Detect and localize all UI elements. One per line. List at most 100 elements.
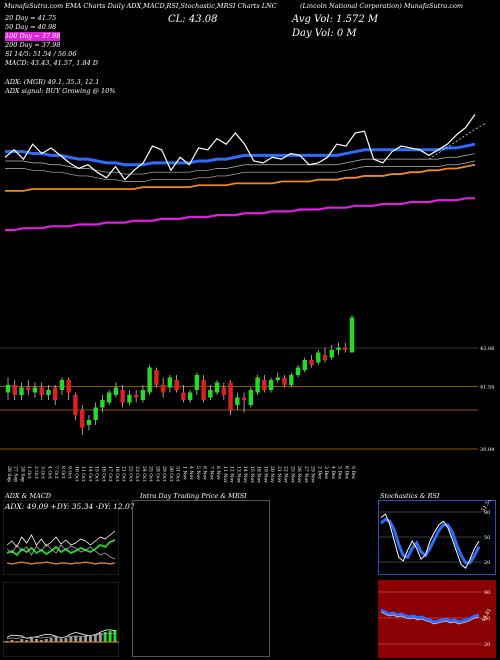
candle <box>309 355 314 368</box>
macd-bar <box>88 635 92 642</box>
adx-line <box>6 539 116 557</box>
date-tick: 4 Oct <box>46 466 52 479</box>
date-tick: 25 Oct <box>148 466 154 482</box>
rsi-tick: 50 <box>484 616 490 622</box>
day-volume: Day Vol: 0 M <box>292 28 357 39</box>
date-tick: 19 Nov <box>262 466 268 483</box>
candle <box>295 365 301 378</box>
candle <box>79 405 85 435</box>
adx-macd-title: ADX & MACD <box>5 492 51 500</box>
candle <box>19 382 24 400</box>
candle <box>140 385 146 403</box>
candle <box>235 392 240 410</box>
date-tick: 28 Sep <box>19 466 25 482</box>
candle <box>46 385 51 400</box>
candle <box>39 382 44 400</box>
macd-bar <box>84 636 88 642</box>
ema-aux-line-1 <box>5 160 476 182</box>
macd-bar <box>34 639 38 642</box>
date-tick: 15 Nov <box>249 466 255 483</box>
macd-bar <box>49 638 53 642</box>
date-tick: 13 Nov <box>235 466 241 483</box>
macd-bar <box>39 640 43 642</box>
minus-di-line <box>6 543 116 560</box>
date-tick: 5 Nov <box>195 466 201 480</box>
candle <box>127 390 132 405</box>
adx-base-line <box>6 561 116 565</box>
candle <box>59 377 65 395</box>
candle <box>86 415 92 430</box>
macd-bar <box>113 630 117 642</box>
plus-di-line <box>6 530 116 548</box>
date-tick: 17 Oct <box>107 466 113 482</box>
date-tick: 27 Sep <box>13 466 19 482</box>
date-tick: 22 Nov <box>283 466 289 483</box>
candle <box>154 367 159 388</box>
date-tick: 29 Nov <box>310 466 316 483</box>
candle <box>106 390 112 405</box>
avg-volume: Avg Vol: 1.572 M <box>292 14 379 25</box>
stoch-d-line <box>380 517 481 565</box>
candle <box>133 390 139 403</box>
macd-panel <box>3 582 119 657</box>
date-tick: 6 Nov <box>202 466 208 480</box>
rsi-frame <box>378 580 496 658</box>
ema-aux-line-0 <box>5 153 476 175</box>
ema50-label: 50 Day = 40.98 <box>5 23 57 31</box>
macd-bar <box>30 638 34 642</box>
candle <box>5 377 11 400</box>
date-tick: 9 Oct <box>67 466 73 479</box>
candle <box>302 357 307 373</box>
date-tick: 20 Nov <box>269 466 275 483</box>
macd-bar <box>93 634 97 642</box>
close-line <box>4 113 476 181</box>
candle <box>120 385 125 408</box>
candle <box>336 342 341 355</box>
candle <box>187 390 193 403</box>
macd-bar <box>10 640 14 642</box>
candle <box>147 365 152 395</box>
macd-bar <box>74 636 78 642</box>
candle <box>201 375 206 403</box>
date-tick: 12 Nov <box>229 466 235 483</box>
date-tick: 25 Nov <box>289 466 295 483</box>
date-tick: 28 Oct <box>154 466 160 482</box>
date-tick: 27 Nov <box>303 466 309 483</box>
date-tick: 3 Dec <box>323 466 329 480</box>
candle <box>268 377 274 393</box>
si-label: SI 14/5: 51.54 / 56.06 <box>5 50 77 58</box>
candle <box>26 380 31 395</box>
macd-bar <box>20 639 24 642</box>
candle <box>93 402 98 425</box>
candle <box>289 372 294 388</box>
header-line: MunafaSutra.com EMA Charts Daily ADX,MAC… <box>4 2 277 10</box>
date-tick: 30 Oct <box>168 466 174 482</box>
candle <box>275 372 281 383</box>
date-tick: 6 Dec <box>343 466 349 480</box>
date-tick: 2 Dec <box>316 466 322 480</box>
macd-bar <box>69 637 73 642</box>
candle <box>282 375 287 388</box>
close-price: CL: 43.08 <box>168 14 218 25</box>
stochastics-title: Stochastics & RSI <box>380 492 440 500</box>
intraday-panel <box>132 500 270 657</box>
projection-line <box>428 123 486 160</box>
candle <box>255 375 260 395</box>
ema-line-chart <box>4 113 486 232</box>
candle <box>214 380 220 395</box>
date-tick: 14 Nov <box>242 466 248 483</box>
ema100-line <box>5 197 475 232</box>
candle <box>349 315 355 353</box>
date-tick: 11 Nov <box>222 466 228 483</box>
date-tick: 21 Nov <box>276 466 282 483</box>
date-tick: 10 Oct <box>73 466 79 482</box>
candle <box>167 375 173 393</box>
macd-frame <box>3 582 119 657</box>
candle <box>194 372 200 395</box>
date-tick: 22 Oct <box>127 466 133 482</box>
macd-bar <box>64 638 68 642</box>
date-tick: 15 Oct <box>94 466 100 482</box>
ema100-label: 100 Day = 37.98 <box>5 32 61 41</box>
date-tick: 26 Sep <box>6 466 12 482</box>
macd-signal-line <box>6 632 116 639</box>
